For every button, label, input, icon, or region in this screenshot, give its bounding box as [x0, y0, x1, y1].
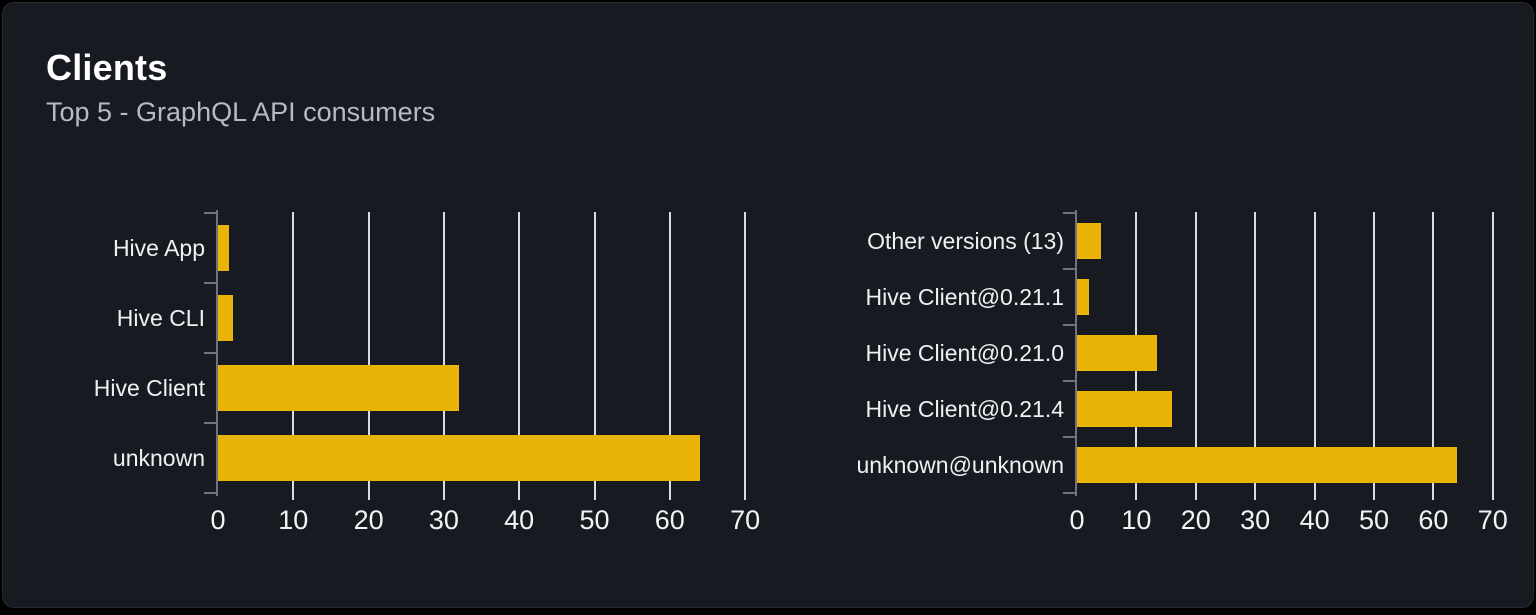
category-label: Hive Client@0.21.4	[865, 396, 1065, 422]
gridline	[442, 212, 445, 500]
bar-hive-cli[interactable]	[218, 295, 233, 341]
gridline	[292, 212, 295, 500]
y-axis-tick	[204, 492, 216, 494]
y-axis-tick	[204, 352, 216, 354]
y-axis-tick	[1063, 436, 1075, 438]
gridline	[367, 212, 370, 500]
y-axis-line	[1075, 210, 1077, 496]
category-label: Hive App	[112, 235, 205, 261]
x-tick-label: 40	[1299, 505, 1330, 535]
x-tick-label: 50	[579, 505, 610, 535]
x-tick-label: 30	[428, 505, 459, 535]
gridline	[518, 212, 521, 500]
gridline	[1373, 212, 1375, 500]
gridline	[1254, 212, 1257, 500]
x-tick-label: 20	[1180, 505, 1211, 535]
gridline	[1491, 212, 1494, 500]
bar-hive-client[interactable]	[218, 365, 459, 411]
x-tick-label: 40	[504, 505, 535, 535]
category-label: Hive CLI	[116, 305, 205, 331]
x-tick-label: 70	[730, 505, 761, 535]
x-tick-label: 20	[353, 505, 384, 535]
category-label: Other versions (13)	[867, 228, 1064, 254]
y-axis-tick	[204, 282, 216, 284]
gridline	[1313, 212, 1316, 500]
gridline	[1194, 212, 1197, 500]
category-label: Hive Client	[93, 375, 205, 401]
x-tick-label: 60	[654, 505, 685, 535]
y-axis-tick	[1063, 268, 1075, 270]
x-tick-label: 50	[1358, 505, 1390, 535]
panel-title: Clients	[46, 47, 168, 88]
y-axis-tick	[1063, 212, 1075, 214]
gridline	[593, 212, 596, 500]
clients-by-name-chart: Hive App Hive CLI Hive Client unknown 0 10 20 3…	[3, 3, 1536, 615]
bar-hive-client-0.21.0[interactable]	[1077, 335, 1157, 371]
y-axis-tick	[1063, 380, 1075, 382]
y-axis-tick	[1063, 492, 1075, 494]
y-axis-tick	[204, 422, 216, 424]
x-tick-label: 60	[1418, 505, 1449, 535]
category-label: Hive Client@0.21.0	[865, 340, 1065, 366]
category-label: unknown@unknown	[856, 452, 1064, 478]
bar-unknown-unknown[interactable]	[1077, 447, 1457, 483]
x-tick-label: 10	[1121, 505, 1152, 535]
y-axis-tick	[1063, 324, 1075, 326]
bar-unknown[interactable]	[218, 435, 700, 481]
clients-by-version-chart: Other versions (13) Hive Client@0.21.1 Hiv…	[3, 3, 1536, 615]
gridline	[668, 212, 671, 500]
y-axis-tick	[204, 212, 216, 214]
category-label: Hive Client@0.21.1	[865, 284, 1065, 310]
gridline	[1432, 212, 1435, 500]
y-axis-line	[216, 210, 218, 496]
x-tick-label: 10	[278, 505, 309, 535]
category-label: unknown	[112, 445, 205, 471]
bar-hive-client-0.21.1[interactable]	[1077, 279, 1089, 315]
x-tick-label: 0	[1069, 505, 1085, 535]
gridline	[744, 212, 747, 500]
bar-hive-app[interactable]	[218, 225, 229, 271]
bar-other-versions-13-[interactable]	[1077, 223, 1101, 259]
bar-hive-client-0.21.4[interactable]	[1077, 391, 1172, 427]
panel-subtitle: Top 5 - GraphQL API consumers	[46, 97, 436, 127]
x-tick-label: 30	[1240, 505, 1271, 535]
x-tick-label: 0	[210, 505, 226, 535]
x-tick-label: 70	[1477, 505, 1508, 535]
